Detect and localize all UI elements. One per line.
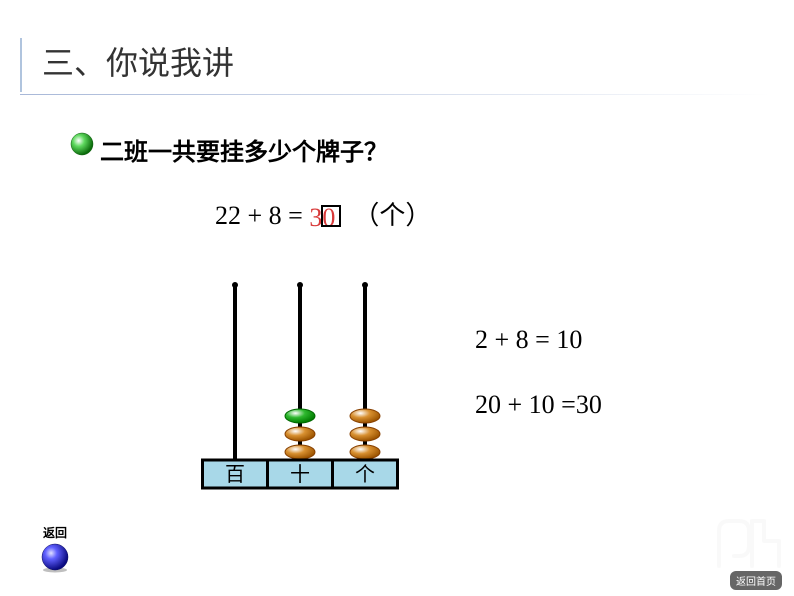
svg-text:十: 十 [290,463,310,486]
working-equation-2: 20 + 10 =30 [475,390,602,420]
home-button[interactable]: 返回首页 [730,571,782,590]
title-underline [20,94,770,95]
watermark-icon [714,516,784,576]
section-title: 三、你说我讲 [20,38,770,92]
answer-frame [321,205,341,227]
back-button[interactable]: 返回 [40,524,70,578]
answer-box: 30 [309,203,335,233]
equation-left: 22 + 8 = [215,201,309,230]
title-section: 三、你说我讲 [20,38,770,95]
bullet-sphere-icon [70,132,94,156]
abacus: 百十个 [185,280,415,495]
question-text: 二班一共要挂多少个牌子？ [100,132,388,167]
unit-text: （个） [353,201,431,230]
working-equation-1: 2 + 8 = 10 [475,325,582,355]
back-label: 返回 [40,524,70,541]
svg-text:个: 个 [355,463,375,486]
main-equation: 22 + 8 = 30 （个） [215,195,431,233]
back-sphere-icon [40,543,70,573]
svg-text:百: 百 [225,464,245,486]
